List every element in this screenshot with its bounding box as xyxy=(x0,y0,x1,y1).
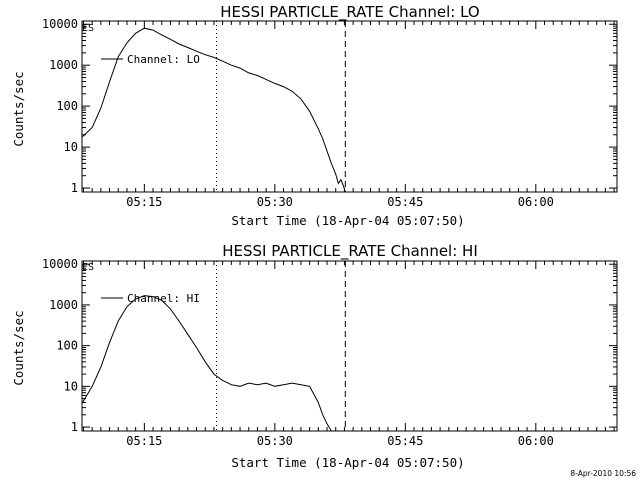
y-tick-label: 100 xyxy=(56,99,78,113)
footer-timestamp: 8-Apr-2010 10:56 xyxy=(570,469,636,478)
x-tick-label: 05:15 xyxy=(126,195,162,209)
chart-panel-lo: HESSI PARTICLE_RATE Channel: LO Counts/s… xyxy=(11,3,618,228)
corner-label: ES xyxy=(82,262,94,273)
y-tick-label: 1000 xyxy=(49,58,78,72)
series-line xyxy=(82,295,332,432)
x-tick-label: 05:45 xyxy=(387,195,423,209)
y-tick-label: 100 xyxy=(56,339,78,353)
y-tick-label: 10000 xyxy=(42,257,78,271)
plot-frame xyxy=(81,20,618,193)
legend-label: Channel: LO xyxy=(127,53,200,66)
corner-label: ES xyxy=(82,23,94,34)
plot-frame xyxy=(81,260,618,432)
chart-title: HESSI PARTICLE_RATE Channel: LO xyxy=(220,3,479,22)
y-tick-label: 10000 xyxy=(42,17,78,31)
chart-title: HESSI PARTICLE_RATE Channel: HI xyxy=(222,242,478,261)
y-tick-label: 1000 xyxy=(49,298,78,312)
y-tick-label: 10 xyxy=(64,140,78,154)
y-tick-label: 1 xyxy=(71,181,78,195)
y-tick-label: 10 xyxy=(64,379,78,393)
x-tick-label: 05:15 xyxy=(126,434,162,448)
y-axis-label: Counts/sec xyxy=(11,71,26,146)
x-axis-label: Start Time (18-Apr-04 05:07:50) xyxy=(231,455,464,470)
x-tick-label: 05:30 xyxy=(257,434,293,448)
series-line xyxy=(82,27,346,193)
x-tick-label: 05:45 xyxy=(387,434,423,448)
y-tick-label: 1 xyxy=(71,420,78,434)
x-axis-label: Start Time (18-Apr-04 05:07:50) xyxy=(231,213,464,228)
x-tick-label: 05:30 xyxy=(257,195,293,209)
y-axis-label: Counts/sec xyxy=(11,310,26,385)
chart-panel-hi: HESSI PARTICLE_RATE Channel: HI Counts/s… xyxy=(11,242,618,470)
x-tick-label: 06:00 xyxy=(518,195,554,209)
x-tick-label: 06:00 xyxy=(518,434,554,448)
